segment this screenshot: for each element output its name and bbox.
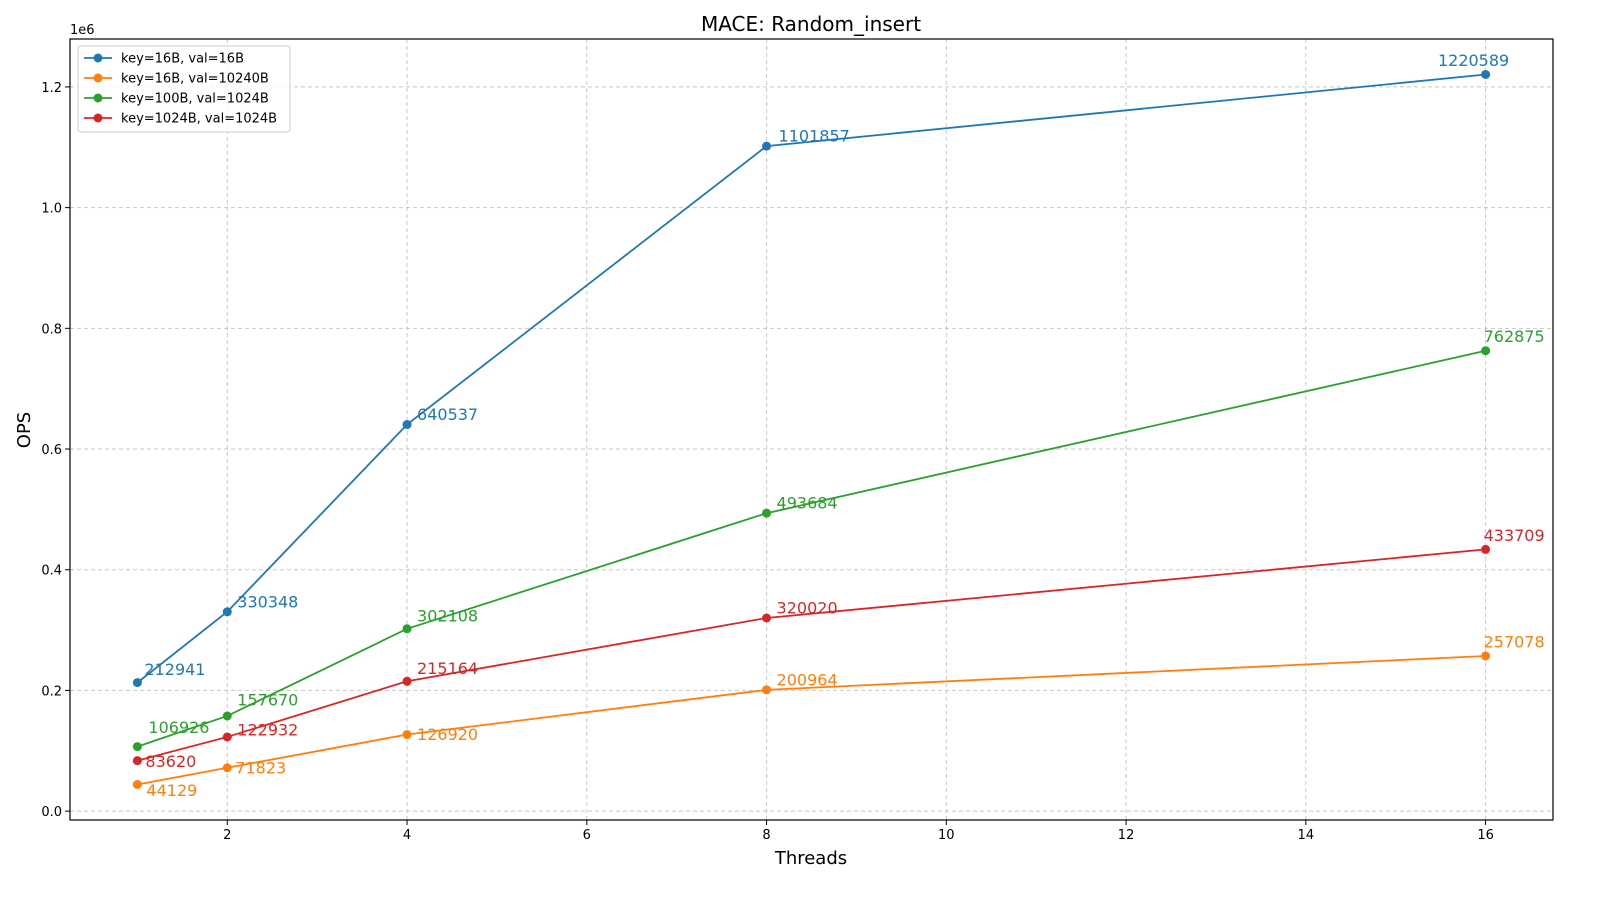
legend-label: key=16B, val=16B bbox=[121, 52, 244, 67]
data-label: 640537 bbox=[417, 405, 478, 424]
data-label: 215164 bbox=[417, 659, 478, 678]
data-label: 493684 bbox=[777, 494, 838, 513]
legend-item: key=1024B, val=1024B bbox=[84, 112, 277, 127]
x-tick-label: 16 bbox=[1477, 828, 1494, 843]
legend-marker bbox=[93, 53, 103, 63]
data-point bbox=[1481, 544, 1491, 554]
data-point bbox=[132, 742, 142, 752]
legend-label: key=16B, val=10240B bbox=[121, 72, 269, 87]
data-point bbox=[402, 420, 412, 430]
data-point bbox=[762, 508, 772, 518]
data-label: 257078 bbox=[1484, 632, 1545, 651]
y-tick-label: 0.8 bbox=[41, 322, 62, 337]
data-label: 83620 bbox=[145, 752, 196, 771]
data-label: 330348 bbox=[237, 592, 298, 611]
legend-marker bbox=[93, 73, 103, 83]
legend-marker bbox=[93, 113, 103, 123]
series-line bbox=[137, 548, 1486, 762]
legend-label: key=100B, val=1024B bbox=[121, 92, 269, 107]
legend-item: key=100B, val=1024B bbox=[84, 92, 269, 107]
data-label: 212941 bbox=[144, 660, 205, 679]
data-point bbox=[402, 730, 412, 740]
x-tick-label: 4 bbox=[403, 828, 411, 843]
x-tick-label: 6 bbox=[583, 828, 591, 843]
data-label: 122932 bbox=[237, 720, 298, 739]
data-label: 157670 bbox=[237, 690, 298, 709]
series-3: 106926 157670 302108 493684 762875 bbox=[132, 327, 1545, 752]
series-2: 44129 71823 126920 200964 257078 bbox=[132, 632, 1545, 800]
data-point bbox=[762, 613, 772, 623]
y-axis-label: OPS bbox=[14, 412, 35, 448]
series-1: 212941 330348 640537 1101857 1220589 bbox=[132, 51, 1509, 688]
data-label: 200964 bbox=[777, 670, 838, 689]
series-4: 83620 122932 215164 320020 433709 bbox=[132, 526, 1545, 771]
chart-title: MACE: Random_insert bbox=[701, 12, 921, 36]
data-point bbox=[222, 607, 232, 617]
data-point bbox=[762, 141, 772, 151]
x-axis-label: Threads bbox=[774, 848, 847, 869]
data-label: 1220589 bbox=[1438, 51, 1509, 70]
data-label: 44129 bbox=[146, 781, 197, 800]
data-label: 126920 bbox=[417, 725, 478, 744]
legend-item: key=16B, val=10240B bbox=[84, 72, 269, 87]
data-point bbox=[1481, 69, 1491, 79]
grid bbox=[70, 39, 1553, 820]
data-label: 433709 bbox=[1484, 526, 1545, 545]
data-point bbox=[222, 732, 232, 742]
y-tick-label: 1.0 bbox=[41, 202, 62, 217]
data-point bbox=[1481, 651, 1491, 661]
data-point bbox=[222, 711, 232, 721]
legend-item: key=16B, val=16B bbox=[84, 52, 244, 67]
x-tick-label: 2 bbox=[223, 828, 231, 843]
data-label: 71823 bbox=[235, 758, 286, 777]
data-point bbox=[762, 685, 772, 695]
y-tick-label: 0.6 bbox=[41, 443, 62, 458]
series-line bbox=[136, 73, 1486, 684]
data-label: 320020 bbox=[777, 598, 838, 617]
x-tick-label: 10 bbox=[938, 828, 955, 843]
data-point bbox=[402, 676, 412, 686]
data-point bbox=[222, 763, 232, 773]
data-point bbox=[1481, 346, 1491, 356]
data-point bbox=[402, 624, 412, 634]
axis-ticks: 2 4 6 8 10 12 14 16 0.0 0.2 0.4 0.6 0.8 1.0 1.2 bbox=[41, 81, 1494, 843]
y-tick-label: 0.0 bbox=[41, 805, 62, 820]
data-point bbox=[132, 678, 142, 688]
data-point bbox=[132, 779, 142, 789]
y-offset-label: 1e6 bbox=[70, 23, 95, 38]
legend-marker bbox=[93, 93, 103, 103]
data-label: 762875 bbox=[1484, 327, 1545, 346]
data-label: 302108 bbox=[417, 606, 478, 625]
x-tick-label: 14 bbox=[1298, 828, 1315, 843]
legend-label: key=1024B, val=1024B bbox=[121, 112, 277, 127]
data-label: 1101857 bbox=[779, 127, 850, 146]
legend-box bbox=[77, 45, 291, 133]
y-tick-label: 1.2 bbox=[41, 81, 62, 96]
data-point bbox=[132, 756, 142, 766]
series-group: 212941 330348 640537 1101857 1220589 44129 718… bbox=[132, 51, 1545, 800]
plot-frame bbox=[69, 38, 1554, 821]
y-tick-label: 0.4 bbox=[41, 564, 62, 579]
data-label: 106926 bbox=[148, 718, 209, 737]
y-tick-label: 0.2 bbox=[41, 684, 62, 699]
x-tick-label: 8 bbox=[762, 828, 770, 843]
legend: key=16B, val=16B key=16B, val=10240B key=1… bbox=[77, 45, 291, 133]
x-tick-label: 12 bbox=[1118, 828, 1135, 843]
